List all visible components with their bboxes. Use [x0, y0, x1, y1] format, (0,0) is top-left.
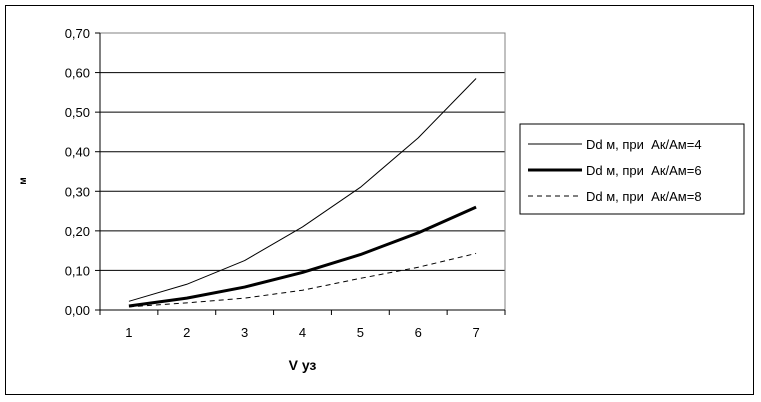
- y-tick-label: 0,00: [65, 303, 90, 318]
- y-tick-label: 0,40: [65, 145, 90, 160]
- x-tick-label: 7: [472, 325, 479, 340]
- y-tick-label: 0,60: [65, 66, 90, 81]
- y-axis-ticks: 0,00 0,10 0,20 0,30 0,40 0,50 0,60 0,70: [65, 26, 101, 318]
- series-line: [128, 252, 477, 308]
- x-tick-label: 5: [357, 325, 364, 340]
- legend-label: Dd м, при Ак/Ам=8: [586, 189, 702, 204]
- series-line: [128, 78, 477, 302]
- x-axis-ticks: 1 2 3 4 5 6 7: [99, 309, 506, 340]
- y-tick-label: 0,50: [65, 105, 90, 120]
- x-tick-label: 3: [241, 325, 248, 340]
- plot-area-border: [99, 32, 506, 311]
- x-tick-label: 1: [125, 325, 132, 340]
- y-axis-label: м: [18, 177, 29, 184]
- x-tick-label: 4: [299, 325, 306, 340]
- y-tick-label: 0,10: [65, 263, 90, 278]
- y-tick-label: 0,20: [65, 224, 90, 239]
- x-tick-label: 2: [183, 325, 190, 340]
- x-tick-label: 6: [415, 325, 422, 340]
- series-lines: [128, 78, 477, 308]
- gridlines: [100, 32, 505, 271]
- legend: Dd м, при Ак/Ам=4 Dd м, при Ак/Ам=6 Dd м, …: [519, 123, 745, 215]
- series-line: [128, 205, 477, 308]
- y-tick-label: 0,70: [65, 26, 90, 41]
- legend-label: Dd м, при Ак/Ам=6: [586, 163, 702, 178]
- x-axis-label: V уз: [289, 357, 317, 373]
- y-tick-label: 0,30: [65, 184, 90, 199]
- legend-label: Dd м, при Ак/Ам=4: [586, 137, 702, 152]
